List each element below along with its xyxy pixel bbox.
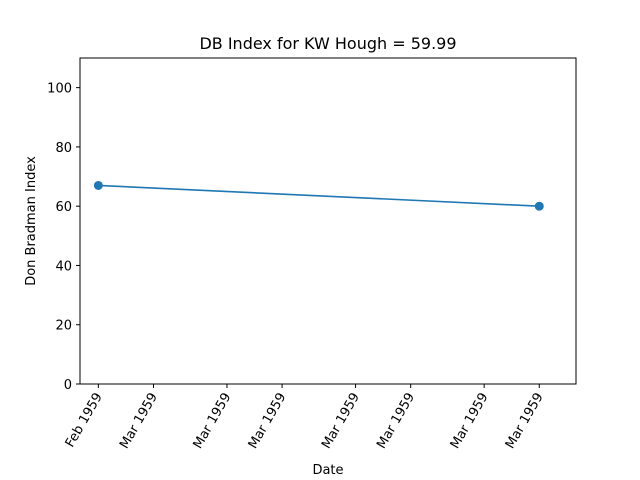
- plot-area: [79, 57, 577, 385]
- y-tick-label: 0: [64, 378, 72, 393]
- y-tick-label: 100: [47, 82, 72, 97]
- data-point: [93, 180, 103, 190]
- y-axis-label: Don Bradman Index: [24, 156, 39, 286]
- y-tick-label: 20: [55, 319, 72, 334]
- series-line-0: [98, 184, 540, 208]
- y-axis: 0 20 40 60 80 100: [47, 82, 80, 393]
- chart-title: DB Index for KW Hough = 59.99: [199, 34, 456, 53]
- y-tick-label: 40: [55, 259, 72, 274]
- x-axis-label: Date: [312, 463, 343, 478]
- plot-frame: [79, 57, 577, 385]
- y-tick-label: 60: [55, 200, 72, 215]
- data-point: [534, 201, 544, 211]
- y-tick-label: 80: [55, 141, 72, 156]
